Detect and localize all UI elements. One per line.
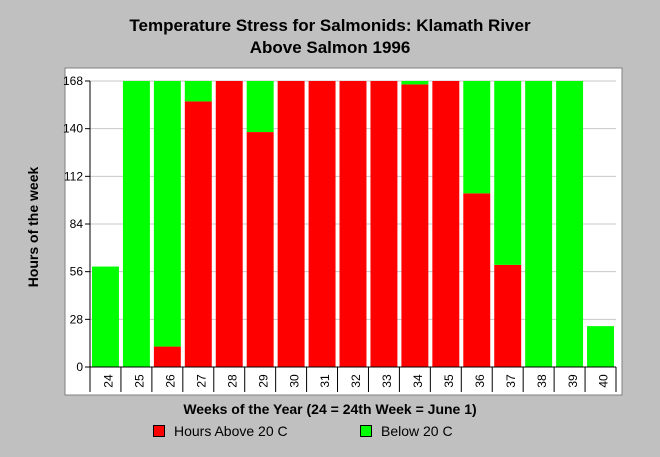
x-tick-label: 34 [411,374,425,388]
bar-above-20c [339,81,367,367]
bar-below-20c [401,81,429,85]
legend-label-below: Below 20 C [381,423,453,439]
x-tick-label: 32 [349,374,363,388]
bar-above-20c [401,84,429,368]
y-tick-label: 112 [64,169,83,183]
x-tick-label: 38 [535,374,549,388]
y-tick-label: 84 [70,217,84,231]
x-tick-label: 24 [102,374,116,388]
bar-below-20c [153,81,181,347]
bar-below-20c [525,81,553,367]
x-tick-label: 27 [194,374,208,388]
bar-above-20c [215,81,243,367]
legend-swatch-below [360,425,372,437]
chart-subtitle: Above Salmon 1996 [249,38,411,57]
y-tick-label: 28 [70,312,84,326]
bar-above-20c [463,193,491,367]
bar-below-20c [587,326,614,367]
bar-below-20c [556,81,584,367]
bar-above-20c [432,81,460,367]
bar-below-20c [463,81,491,194]
legend-label-above: Hours Above 20 C [174,423,288,439]
y-tick-label: 168 [63,74,83,88]
bar-below-20c [184,81,212,102]
bar-above-20c [370,81,398,367]
x-tick-label: 40 [597,374,611,388]
legend-item-above: Hours Above 20 C [153,423,288,439]
x-tick-label: 28 [225,374,239,388]
bar-above-20c [153,346,181,367]
bar-above-20c [308,81,336,367]
bar-above-20c [246,132,274,367]
bar-below-20c [246,81,274,133]
x-tick-label: 37 [504,374,518,388]
bar-below-20c [92,266,119,367]
y-axis-label: Hours of the week [25,166,41,288]
bar-below-20c [494,81,522,265]
bar-above-20c [494,264,522,367]
x-tick-label: 26 [164,374,178,388]
bar-above-20c [184,101,212,367]
y-tick-label: 0 [76,360,83,374]
legend-item-below: Below 20 C [360,423,453,439]
bar-below-20c [122,81,150,367]
chart-title: Temperature Stress for Salmonids: Klamat… [129,16,531,35]
x-tick-label: 25 [133,374,147,388]
x-tick-label: 31 [318,374,332,388]
x-axis-label: Weeks of the Year (24 = 24th Week = June… [183,401,477,417]
legend-swatch-above [153,425,165,437]
y-tick-label: 56 [70,265,84,279]
y-tick-label: 140 [63,122,83,136]
bar-above-20c [277,81,305,367]
x-tick-label: 30 [287,374,301,388]
x-tick-label: 36 [473,374,487,388]
x-tick-label: 33 [380,374,394,388]
x-tick-label: 29 [256,374,270,388]
x-tick-label: 35 [442,374,456,388]
x-tick-label: 39 [566,374,580,388]
